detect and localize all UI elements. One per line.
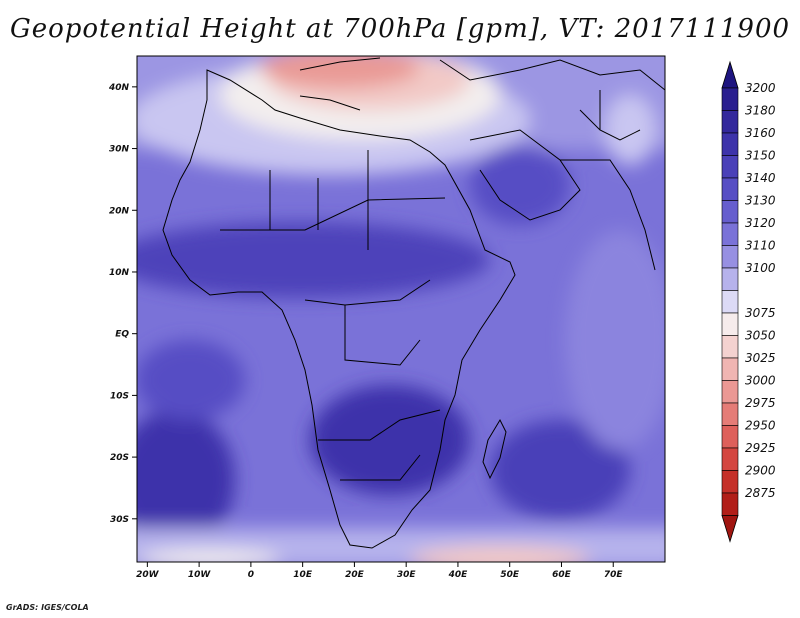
colorbar-swatch	[721, 132, 739, 156]
colorbar-label: 3025	[745, 351, 776, 365]
colorbar-swatch	[721, 87, 739, 111]
lon-tick-label: 70E	[604, 570, 624, 580]
colorbar-swatch	[721, 447, 739, 471]
colorbar-label: 2875	[745, 486, 776, 500]
colorbar-label: 2925	[745, 441, 776, 455]
colorbar-label: 3075	[745, 306, 776, 320]
lat-tick-label: 30N	[109, 145, 130, 155]
lat-tick-label: 20S	[110, 453, 129, 463]
colorbar-swatch	[721, 402, 739, 426]
colorbar-top-arrow	[721, 60, 739, 89]
lon-tick-label: 20E	[345, 570, 365, 580]
lat-tick-label: EQ	[115, 330, 129, 340]
colorbar-swatch	[721, 470, 739, 494]
lon-tick-label: 10E	[293, 570, 313, 580]
lat-axis: 40N 30N 20N 10N EQ 10S 20S 30S	[108, 83, 137, 525]
colorbar-label: 2950	[745, 419, 776, 433]
lon-tick-label: 60E	[552, 570, 572, 580]
colorbar-swatch	[721, 245, 739, 269]
colorbar-label: 3130	[745, 194, 776, 208]
colorbar-label: 3180	[745, 104, 776, 118]
colorbar-swatch	[721, 380, 739, 404]
colorbar-label: 2975	[745, 396, 776, 410]
lon-tick-label: 40E	[448, 570, 469, 580]
colorbar-label: 3000	[745, 374, 776, 388]
colorbar-swatch	[721, 425, 739, 449]
colorbar-label: 3160	[745, 126, 776, 140]
height-field	[137, 56, 665, 562]
lon-tick-label: 50E	[500, 570, 520, 580]
colorbar-label: 3120	[745, 216, 776, 230]
footer-credit: GrADS: IGES/COLA	[6, 603, 89, 612]
colorbar-swatch	[721, 492, 739, 516]
lon-tick-label: 10W	[188, 570, 212, 580]
lat-tick-label: 10S	[110, 391, 129, 401]
lon-axis: 20W 10W 0 10E 20E 30E 40E 50E 60E 70E	[136, 562, 623, 580]
lat-tick-label: 40N	[108, 83, 130, 93]
colorbar-bottom-arrow	[721, 515, 739, 543]
colorbar-swatch	[721, 290, 739, 314]
colorbar-swatch	[721, 335, 739, 359]
lat-tick-label: 20N	[109, 206, 130, 216]
lon-tick-label: 0	[248, 570, 254, 580]
lat-tick-label: 10N	[109, 268, 130, 278]
colorbar-label: 3050	[745, 329, 776, 343]
map-title: Geopotential Height at 700hPa [gpm], VT:…	[9, 14, 791, 44]
colorbar-label: 3100	[745, 261, 776, 275]
lon-tick-label: 30E	[397, 570, 417, 580]
colorbar-swatch	[721, 110, 739, 134]
colorbar-label: 2900	[745, 464, 776, 478]
colorbar-label: 3200	[745, 81, 776, 95]
colorbar-swatch	[721, 357, 739, 381]
colorbar-label: 3150	[745, 149, 776, 163]
colorbar-swatch	[721, 155, 739, 179]
coastlines	[162, 57, 665, 549]
colorbar: 3200 3180 3160 3150 3140 3130 3120 3110 3100 3075…	[721, 60, 776, 543]
colorbar-swatch	[721, 267, 739, 291]
plot-frame	[136, 55, 666, 563]
colorbar-swatch	[721, 177, 739, 201]
colorbar-swatch	[721, 200, 739, 224]
colorbar-label: 3110	[745, 239, 776, 253]
colorbar-swatch	[721, 312, 739, 336]
lon-tick-label: 20W	[136, 570, 160, 580]
colorbar-label: 3140	[745, 171, 776, 185]
lat-tick-label: 30S	[110, 515, 129, 525]
colorbar-swatch	[721, 222, 739, 246]
